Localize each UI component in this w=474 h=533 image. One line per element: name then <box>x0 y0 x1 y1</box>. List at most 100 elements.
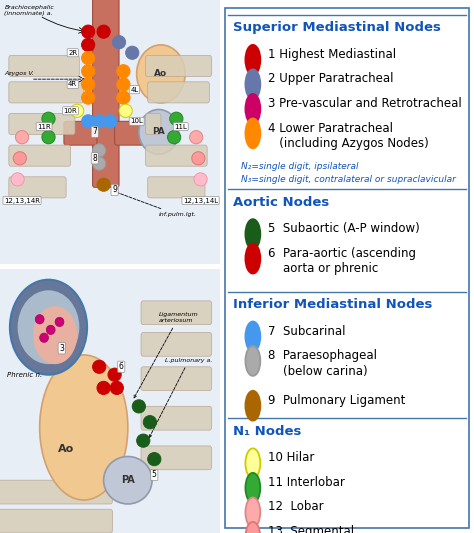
Ellipse shape <box>82 78 95 91</box>
Ellipse shape <box>10 280 87 375</box>
Text: 9: 9 <box>112 185 117 195</box>
Text: Ao: Ao <box>58 443 74 454</box>
Text: 1 Highest Mediastinal: 1 Highest Mediastinal <box>268 48 396 61</box>
Ellipse shape <box>82 52 95 64</box>
Text: Inferior Mediastinal Nodes: Inferior Mediastinal Nodes <box>233 298 432 311</box>
Text: Aortic Nodes: Aortic Nodes <box>233 196 329 208</box>
Ellipse shape <box>33 306 77 364</box>
Text: 10R: 10R <box>64 108 77 114</box>
Ellipse shape <box>190 131 203 144</box>
Ellipse shape <box>246 118 260 148</box>
FancyBboxPatch shape <box>9 55 79 77</box>
Ellipse shape <box>92 115 106 128</box>
Ellipse shape <box>167 131 181 144</box>
Text: 12,13,14R: 12,13,14R <box>4 198 40 204</box>
Ellipse shape <box>119 104 132 117</box>
Ellipse shape <box>92 157 106 170</box>
Text: 7: 7 <box>92 127 97 136</box>
Ellipse shape <box>117 91 130 104</box>
Ellipse shape <box>104 115 117 128</box>
FancyBboxPatch shape <box>148 177 205 198</box>
Ellipse shape <box>104 456 152 504</box>
Ellipse shape <box>40 333 48 342</box>
Ellipse shape <box>246 473 260 503</box>
Ellipse shape <box>246 391 260 421</box>
Ellipse shape <box>97 381 110 394</box>
Text: 13  Segmental: 13 Segmental <box>268 525 354 533</box>
Ellipse shape <box>126 46 139 59</box>
Ellipse shape <box>16 131 28 144</box>
Ellipse shape <box>246 346 260 376</box>
FancyBboxPatch shape <box>0 480 112 504</box>
Ellipse shape <box>92 144 106 157</box>
Text: N₁ Nodes: N₁ Nodes <box>233 425 301 438</box>
Ellipse shape <box>11 173 24 186</box>
Text: 7  Subcarinal: 7 Subcarinal <box>268 325 345 337</box>
Text: 2R: 2R <box>68 50 77 56</box>
Ellipse shape <box>82 91 95 104</box>
FancyBboxPatch shape <box>0 509 112 533</box>
FancyBboxPatch shape <box>92 0 119 187</box>
Text: Ligamentum
arteriosum: Ligamentum arteriosum <box>134 312 199 398</box>
Ellipse shape <box>82 38 95 52</box>
Ellipse shape <box>246 522 260 533</box>
Ellipse shape <box>112 36 126 49</box>
Ellipse shape <box>132 400 146 413</box>
Text: inf.pulm.lgt.: inf.pulm.lgt. <box>114 191 197 217</box>
Ellipse shape <box>82 115 95 128</box>
Ellipse shape <box>18 290 79 364</box>
Text: 4 Lower Paratracheal
   (including Azygos Nodes): 4 Lower Paratracheal (including Azygos N… <box>268 122 428 150</box>
FancyBboxPatch shape <box>64 122 97 145</box>
FancyBboxPatch shape <box>146 145 207 166</box>
Text: 5: 5 <box>152 471 157 480</box>
Text: 3 Pre-vascular and Retrotracheal: 3 Pre-vascular and Retrotracheal <box>268 97 461 110</box>
Text: 11L: 11L <box>174 124 187 130</box>
Ellipse shape <box>143 416 156 429</box>
FancyBboxPatch shape <box>148 82 210 103</box>
Ellipse shape <box>148 453 161 466</box>
FancyBboxPatch shape <box>9 82 84 103</box>
FancyBboxPatch shape <box>141 446 211 470</box>
Text: Phrenic n.: Phrenic n. <box>7 372 42 378</box>
Ellipse shape <box>246 219 260 249</box>
FancyBboxPatch shape <box>0 269 220 533</box>
Text: 12,13,14L: 12,13,14L <box>183 198 218 204</box>
FancyBboxPatch shape <box>226 8 469 528</box>
Text: 3: 3 <box>59 344 64 353</box>
Ellipse shape <box>137 434 150 447</box>
Ellipse shape <box>55 317 64 327</box>
Text: Azygos V.: Azygos V. <box>4 71 34 76</box>
Ellipse shape <box>71 104 84 117</box>
Ellipse shape <box>35 314 44 324</box>
Ellipse shape <box>42 112 55 125</box>
Text: 5  Subaortic (A-P window): 5 Subaortic (A-P window) <box>268 222 419 235</box>
FancyBboxPatch shape <box>9 177 66 198</box>
Text: 10 Hilar: 10 Hilar <box>268 451 314 464</box>
Ellipse shape <box>13 152 27 165</box>
Ellipse shape <box>40 355 128 500</box>
Text: N₃=single digit, contralateral or supraclavicular: N₃=single digit, contralateral or suprac… <box>241 175 456 184</box>
Ellipse shape <box>108 368 121 381</box>
Text: 8: 8 <box>92 154 97 163</box>
Text: Ao: Ao <box>155 69 167 78</box>
Ellipse shape <box>82 64 95 78</box>
Ellipse shape <box>194 173 207 186</box>
Text: 6: 6 <box>119 362 124 372</box>
Text: PA: PA <box>152 127 165 136</box>
Ellipse shape <box>170 112 183 125</box>
FancyBboxPatch shape <box>141 333 211 356</box>
Ellipse shape <box>92 360 106 374</box>
Text: 12  Lobar: 12 Lobar <box>268 500 323 513</box>
Text: Brachiocephalic
(innominate) a.: Brachiocephalic (innominate) a. <box>4 5 54 16</box>
Text: Superior Mediastinal Nodes: Superior Mediastinal Nodes <box>233 21 441 34</box>
Text: 11R: 11R <box>37 124 51 130</box>
Ellipse shape <box>82 25 95 38</box>
Text: 6  Para-aortic (ascending
    aorta or phrenic: 6 Para-aortic (ascending aorta or phreni… <box>268 247 416 275</box>
FancyBboxPatch shape <box>9 114 75 134</box>
Ellipse shape <box>246 69 260 99</box>
Ellipse shape <box>246 448 260 478</box>
Text: 2 Upper Paratracheal: 2 Upper Paratracheal <box>268 72 393 85</box>
Ellipse shape <box>110 381 123 394</box>
Ellipse shape <box>46 325 55 335</box>
FancyBboxPatch shape <box>9 145 71 166</box>
